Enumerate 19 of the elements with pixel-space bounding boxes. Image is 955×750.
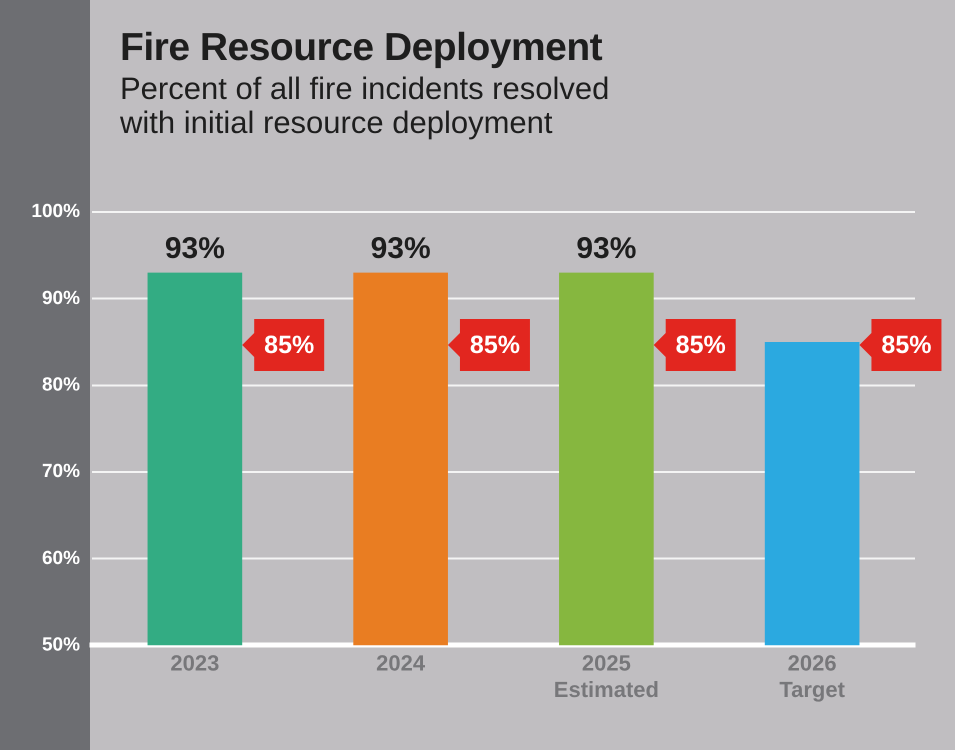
x-tick-label: 2023 <box>170 650 220 676</box>
chart-title: Fire Resource Deployment <box>120 26 602 70</box>
y-tick-label: 90% <box>42 288 80 309</box>
data-label: 93% <box>576 232 636 265</box>
data-label: 93% <box>164 232 225 265</box>
y-tick-label: 70% <box>42 461 80 482</box>
annotation: 85% <box>676 330 726 359</box>
annotation: 85% <box>881 330 932 359</box>
chart-subtitle: Percent of all fire incidents resolved with initial resource deployment <box>120 71 610 140</box>
x-tick-label: 2026 Target <box>779 650 846 702</box>
annotation: 85% <box>264 330 314 359</box>
x-tick-label: 2025 Estimated <box>554 650 659 702</box>
x-tick-label: 2024 <box>376 650 426 676</box>
y-tick-label: 80% <box>42 374 80 396</box>
y-tick-label: 60% <box>42 548 80 569</box>
annotation: 85% <box>470 330 520 359</box>
data-label: 93% <box>370 232 431 265</box>
y-tick-label: 50% <box>42 634 80 656</box>
y-tick-label: 100% <box>31 201 80 222</box>
